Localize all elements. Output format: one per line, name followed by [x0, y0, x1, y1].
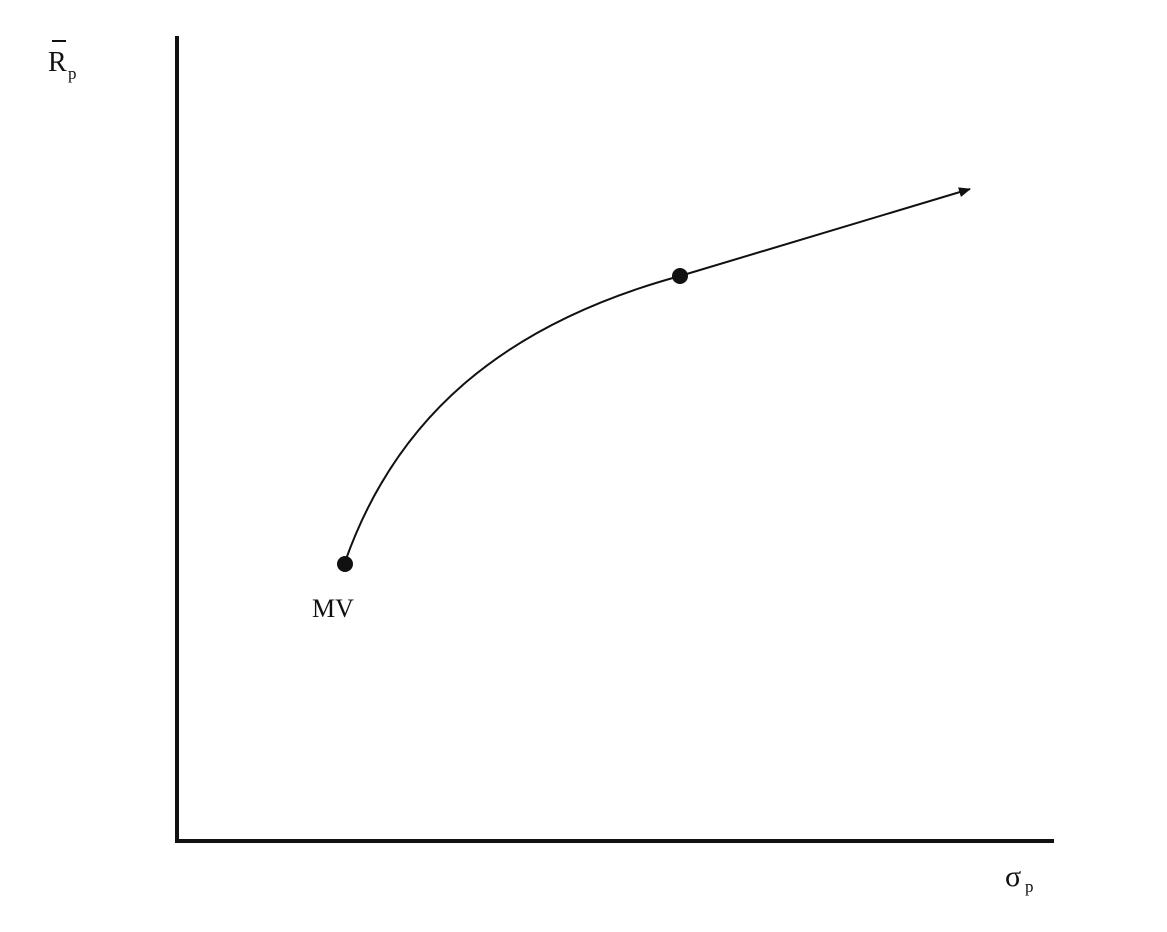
y-axis-label-main: R [48, 47, 67, 78]
x-axis-label-sub: p [1025, 877, 1034, 896]
y-axis-label: R p [48, 40, 77, 83]
x-axis-label: σ p [1005, 860, 1034, 896]
frontier-curve [344, 275, 681, 563]
frontier-point [672, 268, 688, 284]
minimum-variance-point [337, 556, 353, 572]
frontier-arrow-segment [679, 187, 971, 277]
minimum-variance-label: MV [312, 594, 354, 623]
y-axis-label-sub: p [68, 64, 77, 83]
x-axis-label-main: σ [1005, 860, 1021, 893]
